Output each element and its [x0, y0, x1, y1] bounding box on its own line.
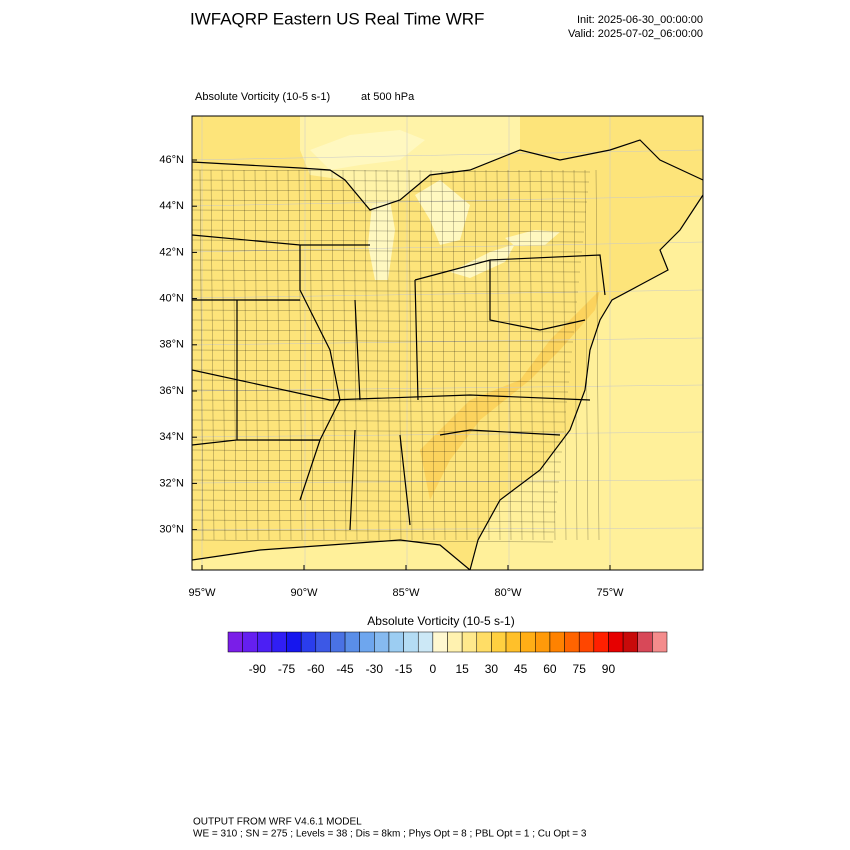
colorbar-box [461, 631, 478, 653]
lon-label: 85°W [392, 587, 420, 599]
colorbar-box [300, 631, 317, 653]
colorbar-box [242, 631, 258, 653]
colorbar-label: 30 [485, 662, 499, 676]
colorbar-title: Absolute Vorticity (10-5 s-1) [367, 614, 514, 628]
colorbar-box [608, 631, 624, 653]
boundaries [192, 139, 703, 570]
colorbar-label: 75 [573, 662, 587, 676]
colorbar-box [388, 631, 404, 653]
colorbar-box [491, 631, 507, 653]
lat-label: 32°N [159, 477, 184, 489]
colorbar-box [622, 631, 638, 653]
lake-michigan [368, 200, 395, 280]
lon-label: 90°W [290, 587, 318, 599]
colorbar-box [374, 631, 390, 653]
colorbar-box [564, 631, 580, 653]
lat-label: 38°N [159, 339, 184, 351]
colorbar-box [476, 631, 492, 653]
colorbar-box [271, 631, 287, 653]
colorbar-label: -15 [395, 662, 413, 676]
colorbar-box [593, 631, 609, 653]
lake-erie [450, 244, 515, 278]
colorbar-box [403, 631, 419, 653]
lake-superior [310, 130, 425, 170]
lat-label: 44°N [159, 200, 184, 212]
map-frame [191, 115, 704, 571]
colorbar-label: 60 [543, 662, 557, 676]
colorbar-label: -45 [336, 662, 354, 676]
colorbar-box [637, 631, 653, 653]
lat-label: 42°N [159, 246, 184, 258]
lat-label: 46°N [159, 154, 184, 166]
colorbar-box [549, 631, 565, 653]
county-mesh [192, 169, 600, 543]
lake-huron [415, 180, 470, 245]
lon-label: 80°W [494, 587, 522, 599]
colorbar-box [505, 631, 521, 653]
lat-label: 36°N [159, 385, 184, 397]
ocean [470, 116, 703, 570]
colorbar-box [432, 631, 448, 653]
lon-label: 95°W [188, 587, 216, 599]
colorbar-label: -75 [278, 662, 296, 676]
colorbar-box [535, 631, 551, 653]
colorbar [227, 631, 668, 653]
colorbar-label: 90 [602, 662, 616, 676]
lon-label: 75°W [596, 587, 624, 599]
colorbar-box [227, 631, 243, 653]
footer-settings: WE = 310 ; SN = 275 ; Levels = 38 ; Dis … [193, 829, 587, 840]
colorbar-box [578, 631, 595, 653]
title: IWFAQRP Eastern US Real Time WRF [190, 9, 484, 28]
lake-ontario [505, 230, 560, 246]
lat-label: 40°N [159, 293, 184, 305]
colorbar-label: -30 [366, 662, 384, 676]
colorbar-label: -90 [249, 662, 267, 676]
colorbar-box [417, 631, 434, 653]
colorbar-label: 45 [514, 662, 528, 676]
colorbar-box [330, 631, 346, 653]
vorticity-band [420, 290, 600, 500]
colorbar-box [257, 631, 273, 653]
colorbar-box [359, 631, 375, 653]
gulf [192, 540, 470, 570]
valid-time: Valid: 2025-07-02_06:00:00 [568, 28, 703, 40]
colorbar-box [447, 631, 463, 653]
colorbar-box [520, 631, 536, 653]
field-name: Absolute Vorticity (10-5 s-1) [195, 91, 330, 103]
level: at 500 hPa [361, 91, 415, 103]
colorbar-label: 0 [430, 662, 437, 676]
lat-label: 30°N [159, 524, 184, 536]
footer-model: OUTPUT FROM WRF V4.6.1 MODEL [193, 817, 362, 828]
colorbar-box [344, 631, 360, 653]
map: 46°N 44°N 42°N 40°N 38°N 36°N 34°N 32°N 30°N 95°… [159, 115, 704, 599]
county-lines [192, 169, 600, 543]
colorbar-box [315, 631, 331, 653]
init-time: Init: 2025-06-30_00:00:00 [577, 14, 703, 26]
colorbar-labels: -90 -75 -60 -45 -30 -15 0 15 30 45 60 75 90 [249, 662, 616, 676]
lat-label: 34°N [159, 431, 184, 443]
colorbar-label: 15 [455, 662, 469, 676]
colorbar-label: -60 [307, 662, 325, 676]
colorbar-box [652, 631, 668, 653]
colorbar-box [286, 631, 302, 653]
